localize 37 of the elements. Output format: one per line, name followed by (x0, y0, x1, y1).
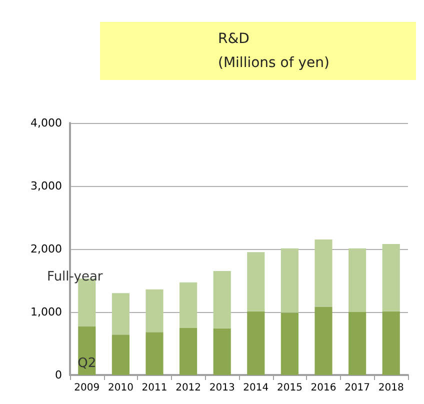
x-tick-label: 2009 (74, 382, 100, 394)
x-tick-label: 2015 (276, 382, 302, 394)
bar (314, 240, 332, 307)
bar (348, 248, 366, 312)
y-tick-label: 1,000 (30, 306, 62, 318)
x-tick-label: 2017 (344, 382, 370, 394)
y-tick-label: 0 (55, 368, 62, 382)
x-tick-label: 2014 (243, 382, 269, 394)
bar (146, 332, 164, 375)
chart-title: R&D (218, 31, 250, 47)
bar (280, 312, 298, 375)
series-label: Full-year (47, 270, 104, 285)
bar (112, 293, 130, 335)
x-tick-label: 2016 (310, 382, 336, 394)
bar (382, 311, 400, 375)
bar (247, 252, 265, 312)
bar (180, 328, 198, 375)
y-tick-label: 3,000 (30, 180, 62, 192)
bar (247, 311, 265, 375)
y-tick-label: 4,000 (30, 116, 62, 130)
x-tick-label: 2018 (378, 382, 404, 394)
x-tick-label: 2010 (108, 382, 134, 394)
bar (213, 271, 231, 328)
chart-subtitle: (Millions of yen) (218, 55, 330, 71)
bar (146, 289, 164, 332)
bar (180, 282, 198, 328)
bar (314, 306, 332, 375)
bar (382, 244, 400, 312)
x-tick-label: 2013 (209, 382, 235, 394)
bar (348, 312, 366, 375)
x-tick-label: 2011 (142, 382, 168, 394)
x-tick-label: 2012 (176, 382, 202, 394)
bar (213, 328, 231, 375)
bar (280, 248, 298, 313)
bar (112, 334, 130, 375)
series-label: Q2 (78, 356, 96, 371)
y-tick-label: 2,000 (30, 242, 62, 256)
